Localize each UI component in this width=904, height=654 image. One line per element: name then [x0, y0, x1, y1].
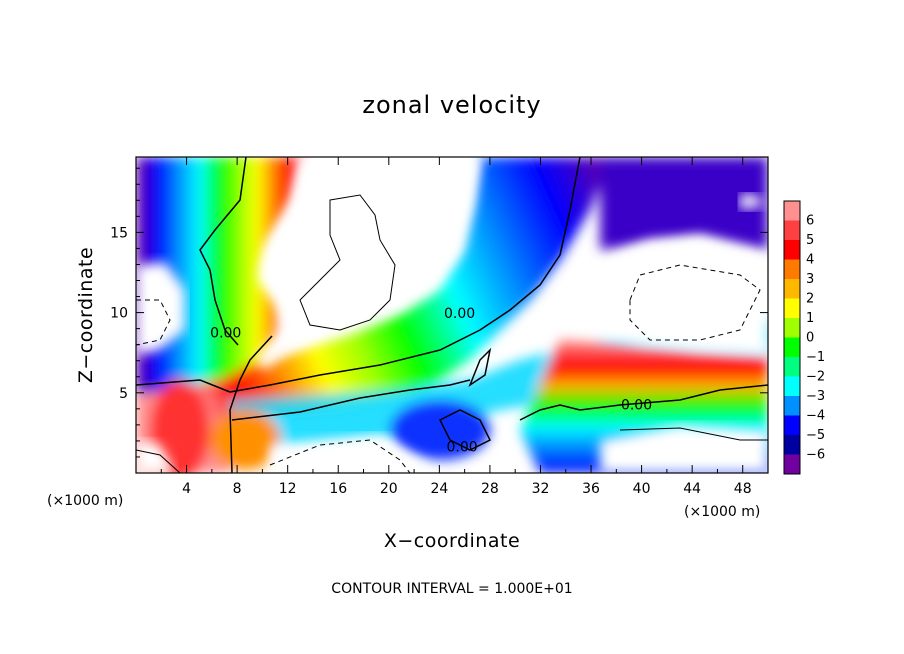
contour-labels: 0.00 0.00 0.00 0.00: [210, 306, 652, 455]
colorbar-segment: [784, 240, 800, 260]
x-tick-label: 36: [582, 481, 600, 497]
plot-frame: [135, 156, 769, 474]
contour-label: 0.00: [444, 306, 475, 322]
x-unit-right: (×1000 m): [684, 504, 760, 520]
x-tick-label: 40: [633, 481, 651, 497]
x-axis-label: X−coordinate: [384, 530, 520, 552]
x-tick-label: 44: [683, 481, 701, 497]
x-axis: 4 8 12 16 20 24 28 32 36 40 44 48: [160, 157, 752, 497]
colorbar-label: −6: [806, 448, 825, 463]
colorbar-segment: [784, 454, 800, 475]
colorbar-label: 2: [806, 292, 814, 307]
colorbar-label: −4: [806, 409, 825, 424]
colorbar-segment: [784, 357, 800, 377]
contour-label: 0.00: [447, 439, 478, 455]
colorbar-segment: [784, 415, 800, 436]
y-axis-label: Z−coordinate: [75, 247, 97, 383]
x-tick-label: 20: [380, 481, 398, 497]
x-tick-label: 8: [233, 481, 242, 497]
x-tick-label: 28: [481, 481, 499, 497]
colorbar-label: −5: [806, 428, 825, 443]
y-tick-label: 10: [110, 306, 128, 322]
colorbar-label: −3: [806, 389, 825, 404]
x-tick-label: 48: [734, 481, 752, 497]
x-tick-label: 16: [329, 481, 347, 497]
colorbar-segment: [784, 298, 800, 319]
x-tick-label: 4: [182, 481, 191, 497]
colorbar-label: 1: [806, 311, 814, 326]
colorbar-label: 5: [806, 233, 814, 248]
colorbar-segment: [784, 259, 800, 280]
contour-interval-note: CONTOUR INTERVAL = 1.000E+01: [331, 581, 572, 597]
chart-title: zonal velocity: [362, 91, 541, 119]
colorbar-label: 6: [806, 214, 814, 229]
x-unit-left: (×1000 m): [47, 493, 123, 509]
heatmap-field: [136, 157, 768, 473]
contour-label: 0.00: [621, 398, 652, 414]
colorbar-segment: [784, 376, 800, 397]
colorbar-segment: [784, 279, 800, 299]
x-tick-label: 12: [279, 481, 297, 497]
contour-label: 0.00: [210, 325, 241, 341]
colorbar: 6 5 4 3 2 1 0 −1 −2 −3 −4 −5 −6: [783, 200, 825, 475]
y-axis: 5 10 15: [110, 167, 768, 458]
x-tick-label: 24: [430, 481, 448, 497]
y-tick-label: 15: [110, 225, 128, 241]
colorbar-segment: [784, 318, 800, 338]
colorbar-label: 4: [806, 253, 814, 268]
colorbar-segment: [784, 435, 800, 455]
colorbar-label: 0: [806, 331, 814, 346]
colorbar-segment: [784, 396, 800, 416]
colorbar-label: −2: [806, 370, 825, 385]
colorbar-segment: [784, 201, 800, 221]
x-tick-label: 32: [532, 481, 550, 497]
colorbar-frame: [783, 200, 801, 475]
contour-lines: [136, 157, 768, 473]
colorbar-segment: [784, 220, 800, 241]
colorbar-label: 3: [806, 272, 814, 287]
y-tick-label: 5: [119, 386, 128, 402]
colorbar-label: −1: [806, 350, 825, 365]
colorbar-segment: [784, 337, 800, 358]
